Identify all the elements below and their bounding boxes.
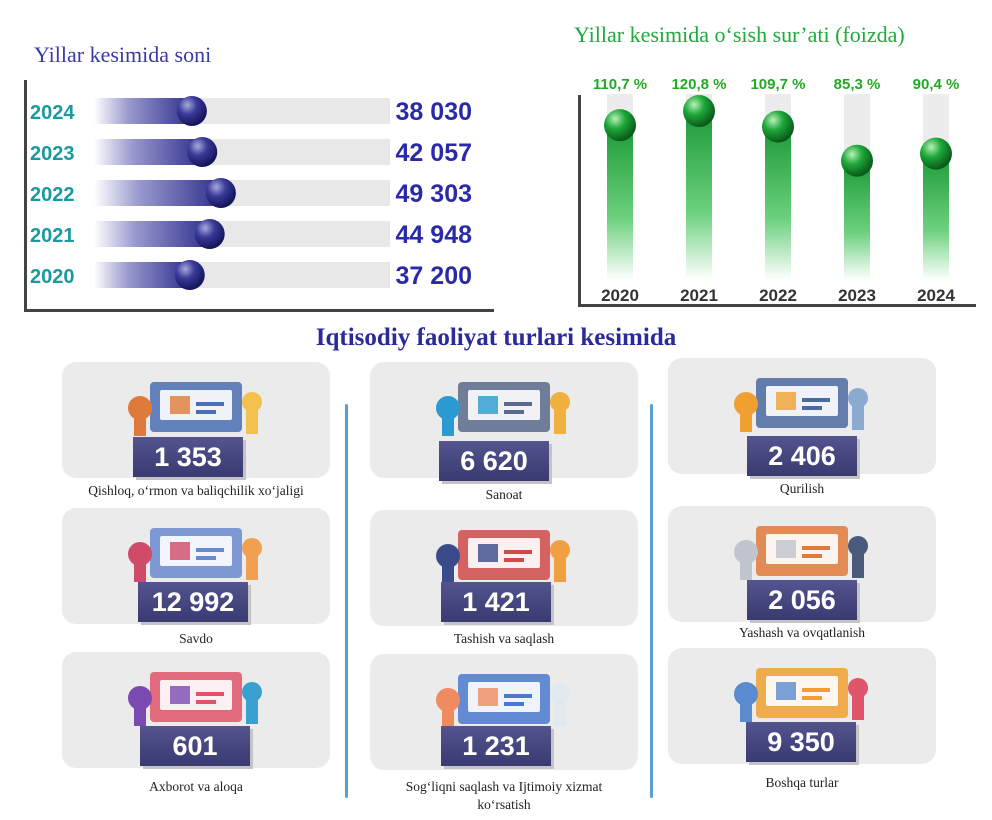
bar-category-label: 2024 [30, 102, 75, 124]
activity-label: Savdo [179, 631, 213, 646]
bar-end-ball [187, 137, 218, 167]
bar-value-label: 37 200 [396, 262, 472, 290]
bar-end-ball [205, 178, 236, 208]
activity-value-badge: 1 353 [133, 437, 243, 477]
bar-value-label: 44 948 [396, 221, 473, 249]
column-value-label: 120,8 % [671, 76, 726, 93]
medical-icon [436, 674, 570, 728]
column-top-ball [604, 109, 636, 142]
activity-label: Axborot va aloqa [149, 779, 243, 794]
bar-row-2021: 2021 44 948 [30, 219, 472, 249]
right-chart-frame [578, 95, 976, 307]
bar-category-label: 2023 [30, 143, 75, 165]
bar [94, 139, 203, 165]
column-top-ball [841, 144, 873, 177]
activity-card [62, 652, 330, 768]
bar-category-label: 2022 [30, 184, 75, 206]
left-chart-title: Yillar kesimida soni [34, 42, 212, 67]
bar [94, 98, 192, 124]
column-divider [345, 404, 348, 798]
analytics-icon [734, 668, 868, 722]
column-2024: 90,4 % 2024 [913, 76, 960, 305]
column [686, 111, 712, 281]
activity-label: Yashash va ovqatlanish [738, 625, 866, 640]
shopping-icon [128, 528, 262, 582]
bar-value-label: 49 303 [396, 180, 472, 208]
activity-label: Qishloq, o‘rmon va baliqchilik xo‘jaligi [88, 483, 304, 498]
bar-row-2020: 2020 37 200 [30, 260, 472, 290]
column [923, 153, 949, 280]
activity-value-badge: 601 [140, 726, 250, 766]
activity-value-badge: 1 231 [441, 726, 551, 766]
truck-icon [436, 530, 570, 584]
vertical-bar-chart: 110,7 % 2020 120,8 % 2021 109,7 % 2022 85,3 % 2… [593, 76, 960, 305]
column-top-ball [920, 137, 952, 170]
column-category-label: 2022 [759, 286, 797, 305]
activity-value-badge: 2 406 [747, 436, 857, 476]
column-category-label: 2021 [680, 286, 718, 305]
column-category-label: 2024 [917, 286, 955, 305]
activity-value-badge: 2 056 [747, 580, 857, 620]
column-value-label: 109,7 % [750, 76, 805, 93]
column-value-label: 110,7 % [593, 76, 647, 93]
column-2023: 85,3 % 2023 [834, 76, 881, 305]
left-chart-frame [24, 80, 494, 312]
section-title: Iqtisodiy faoliyat turlari kesimida [315, 324, 677, 351]
activity-value-badge: 9 350 [746, 722, 856, 762]
activity-value-badge: 12 992 [138, 582, 248, 622]
bar-value-label: 38 030 [396, 98, 472, 126]
bar-value-label: 42 057 [396, 139, 472, 167]
activity-value-badge: 6 620 [439, 441, 549, 481]
activity-value-badge: 1 421 [441, 582, 551, 622]
bar-end-ball [176, 96, 207, 126]
bar-end-ball [194, 219, 225, 249]
activity-card [370, 510, 638, 626]
column-top-ball [683, 95, 715, 128]
activity-label: Tashish va saqlash [453, 631, 555, 646]
bar [94, 221, 210, 247]
bar-row-2024: 2024 38 030 [30, 96, 472, 126]
cloche-icon [734, 526, 868, 580]
column [844, 160, 870, 280]
it-laptop-icon [128, 672, 262, 726]
column-top-ball [762, 110, 794, 143]
bar-row-2023: 2023 42 057 [30, 137, 472, 167]
horizontal-bar-chart: 2024 38 030 2023 42 057 2022 49 303 2021 44 948… [30, 96, 472, 290]
bar [94, 180, 221, 206]
column-divider [650, 404, 653, 798]
column-2020: 110,7 % 2020 [593, 76, 647, 305]
factory-icon [436, 382, 570, 436]
right-chart-title: Yillar kesimida o‘sish sur’ati (foizda) [574, 22, 905, 47]
column-2021: 120,8 % 2021 [671, 76, 726, 305]
activity-label: Boshqa turlar [765, 775, 839, 790]
column-2022: 109,7 % 2022 [750, 76, 805, 305]
bar-category-label: 2020 [30, 266, 75, 288]
bar-category-label: 2021 [30, 225, 75, 247]
column-value-label: 90,4 % [913, 76, 960, 93]
construction-icon [734, 378, 868, 432]
column [765, 126, 791, 280]
activity-label: Sanoat [485, 487, 523, 502]
agriculture-icon [128, 382, 262, 436]
bar-end-ball [174, 260, 205, 290]
activity-label: Sog‘liqni saqlash va Ijtimoiy xizmat ko‘… [405, 779, 603, 812]
bar [94, 262, 190, 288]
bar-row-2022: 2022 49 303 [30, 178, 472, 208]
column-category-label: 2023 [838, 286, 876, 305]
column-value-label: 85,3 % [834, 76, 881, 93]
column-category-label: 2020 [601, 286, 639, 305]
activity-card [62, 508, 330, 624]
column [607, 125, 633, 280]
activity-label: Qurilish [779, 481, 825, 496]
